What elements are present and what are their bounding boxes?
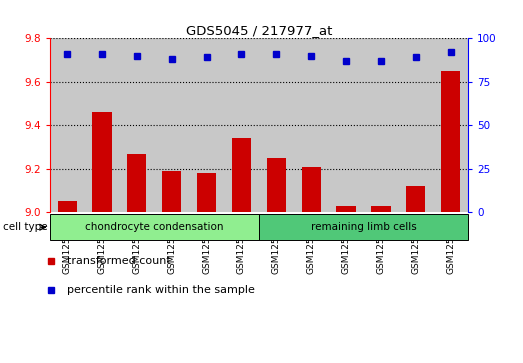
Bar: [189, 38, 224, 212]
Text: transformed count: transformed count: [67, 256, 171, 266]
Bar: [371, 206, 391, 212]
Bar: [441, 71, 460, 212]
Bar: [406, 186, 425, 212]
Bar: [119, 38, 154, 212]
Bar: [399, 38, 433, 212]
Bar: [154, 38, 189, 212]
Text: percentile rank within the sample: percentile rank within the sample: [67, 285, 255, 295]
Bar: [294, 38, 328, 212]
Bar: [232, 138, 251, 212]
Bar: [328, 38, 363, 212]
Text: chondrocyte condensation: chondrocyte condensation: [85, 222, 223, 232]
Bar: [58, 201, 77, 212]
Bar: [302, 167, 321, 212]
Text: cell type: cell type: [3, 222, 47, 232]
Bar: [93, 112, 111, 212]
Bar: [259, 214, 468, 240]
Bar: [50, 38, 85, 212]
Title: GDS5045 / 217977_at: GDS5045 / 217977_at: [186, 24, 332, 37]
Bar: [433, 38, 468, 212]
Bar: [50, 214, 259, 240]
Bar: [363, 38, 399, 212]
Bar: [85, 38, 119, 212]
Bar: [162, 171, 181, 212]
Bar: [267, 158, 286, 212]
Bar: [127, 154, 146, 212]
Text: remaining limb cells: remaining limb cells: [311, 222, 416, 232]
Bar: [336, 206, 356, 212]
Bar: [197, 173, 216, 212]
Bar: [259, 38, 294, 212]
Bar: [224, 38, 259, 212]
